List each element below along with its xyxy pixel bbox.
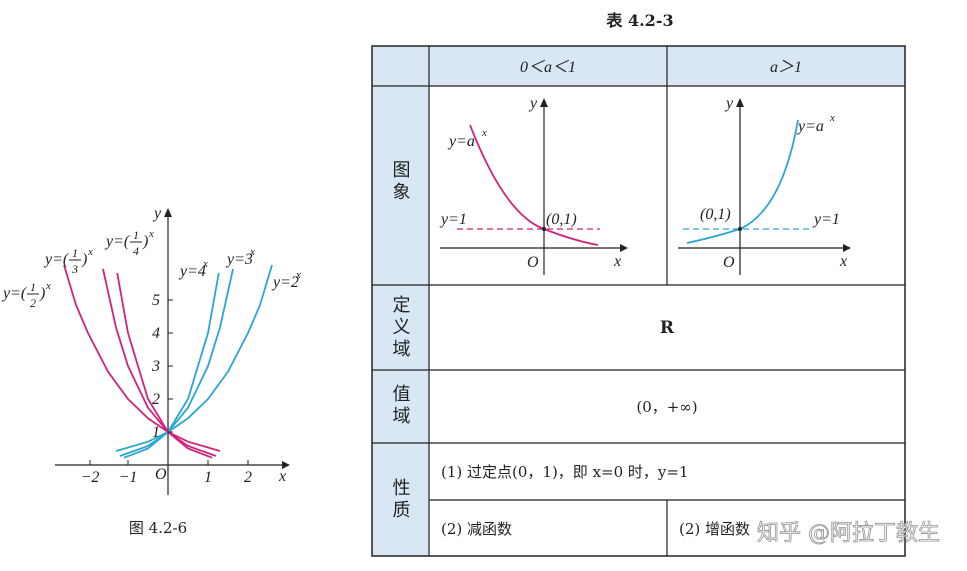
figure: −2 −1 1 2 1 2 3 4 5 O x y 图 4.2-6 — [55, 205, 290, 537]
curve-label: y=( — [43, 251, 70, 268]
origin-label: O — [155, 466, 167, 483]
cell: (1) 过定点(0，1)，即 x=0 时，y=1 — [441, 463, 689, 481]
curve-exponent: x — [829, 112, 835, 124]
fraction-denominator: 4 — [133, 244, 139, 258]
curve — [63, 264, 221, 452]
axis-label: x — [613, 253, 621, 270]
table: 表 4.2-3 0＜a＜1 a＞1 图象 定义域 值域 性质 R (0，+∞) … — [371, 11, 906, 557]
curve-label: y=4 — [178, 263, 206, 280]
header: a＞1 — [770, 59, 802, 76]
curve-exponent: x — [202, 258, 208, 270]
x-tick-label: −1 — [119, 469, 138, 486]
curve-label: y=2 — [271, 274, 299, 291]
curve-exponent: x — [87, 246, 93, 258]
mini-graph: y=a x y=1 (0,1) O x y — [678, 95, 851, 275]
fraction-numerator: 1 — [30, 280, 36, 294]
point-label: (0,1) — [546, 211, 577, 228]
row-label: 值域 — [390, 384, 411, 428]
cell: R — [660, 318, 675, 338]
watermark: 知乎 @阿拉丁教生 — [757, 521, 940, 546]
curve — [123, 272, 220, 459]
curve — [115, 264, 273, 452]
origin-label: O — [527, 254, 539, 271]
y-tick-label: 4 — [152, 325, 160, 342]
row-label: 图象 — [390, 160, 411, 204]
curve-label: y=a — [796, 118, 824, 135]
header: 0＜a＜1 — [520, 59, 576, 76]
cell: (0，+∞) — [636, 398, 697, 416]
cell: (2) 减函数 — [441, 520, 512, 538]
cell: (2) 增函数 — [679, 520, 750, 538]
arrow — [282, 461, 290, 469]
fraction-numerator: 1 — [72, 246, 78, 260]
curve-label: ) — [142, 233, 148, 250]
curve — [116, 272, 213, 459]
origin-label: O — [723, 254, 735, 271]
ticks — [89, 299, 249, 465]
curve-exponent: x — [249, 246, 255, 258]
curve-exponent: x — [45, 280, 51, 292]
figure-caption: 图 4.2-6 — [129, 519, 187, 537]
row-label: 定义域 — [390, 295, 411, 361]
fraction-denominator: 2 — [30, 296, 36, 310]
curve-exponent: x — [148, 228, 154, 240]
curve-label: y=( — [104, 233, 131, 250]
curve-label: ) — [39, 285, 45, 302]
fraction-denominator: 3 — [71, 262, 78, 276]
y-tick-label: 1 — [152, 424, 160, 441]
curve-exponent: x — [295, 269, 301, 281]
curve-label: y=a — [447, 133, 475, 150]
curve-exponent: x — [481, 127, 487, 139]
line-label: y=1 — [812, 211, 840, 228]
axis-label: y — [528, 95, 538, 112]
x-tick-label: −2 — [81, 469, 100, 486]
curve — [119, 268, 234, 457]
header-bg — [372, 46, 905, 86]
axis-label: x — [278, 468, 286, 485]
row-label: 性质 — [390, 478, 411, 522]
axis-label: y — [724, 95, 734, 112]
curve-label: y=3 — [225, 251, 253, 268]
curve — [102, 268, 217, 457]
point-label: (0,1) — [700, 206, 731, 223]
y-tick-label: 5 — [152, 292, 160, 309]
arrow — [164, 208, 172, 217]
x-tick-label: 2 — [244, 469, 252, 486]
table-title: 表 4.2-3 — [605, 11, 673, 30]
mini-graph: y=a x y=1 (0,1) O x y — [439, 95, 628, 275]
axis-label: x — [839, 253, 847, 270]
curve-label: y=( — [1, 285, 28, 302]
curve-label: ) — [81, 251, 87, 268]
y-tick-label: 3 — [151, 358, 160, 375]
table-lines — [372, 46, 905, 556]
y-tick-label: 2 — [152, 391, 160, 408]
line-label: y=1 — [439, 211, 467, 228]
label-column-bg — [372, 86, 429, 556]
table-border — [371, 45, 906, 557]
fraction-numerator: 1 — [133, 228, 139, 242]
axis-label: y — [152, 205, 162, 222]
x-tick-label: 1 — [204, 469, 212, 486]
